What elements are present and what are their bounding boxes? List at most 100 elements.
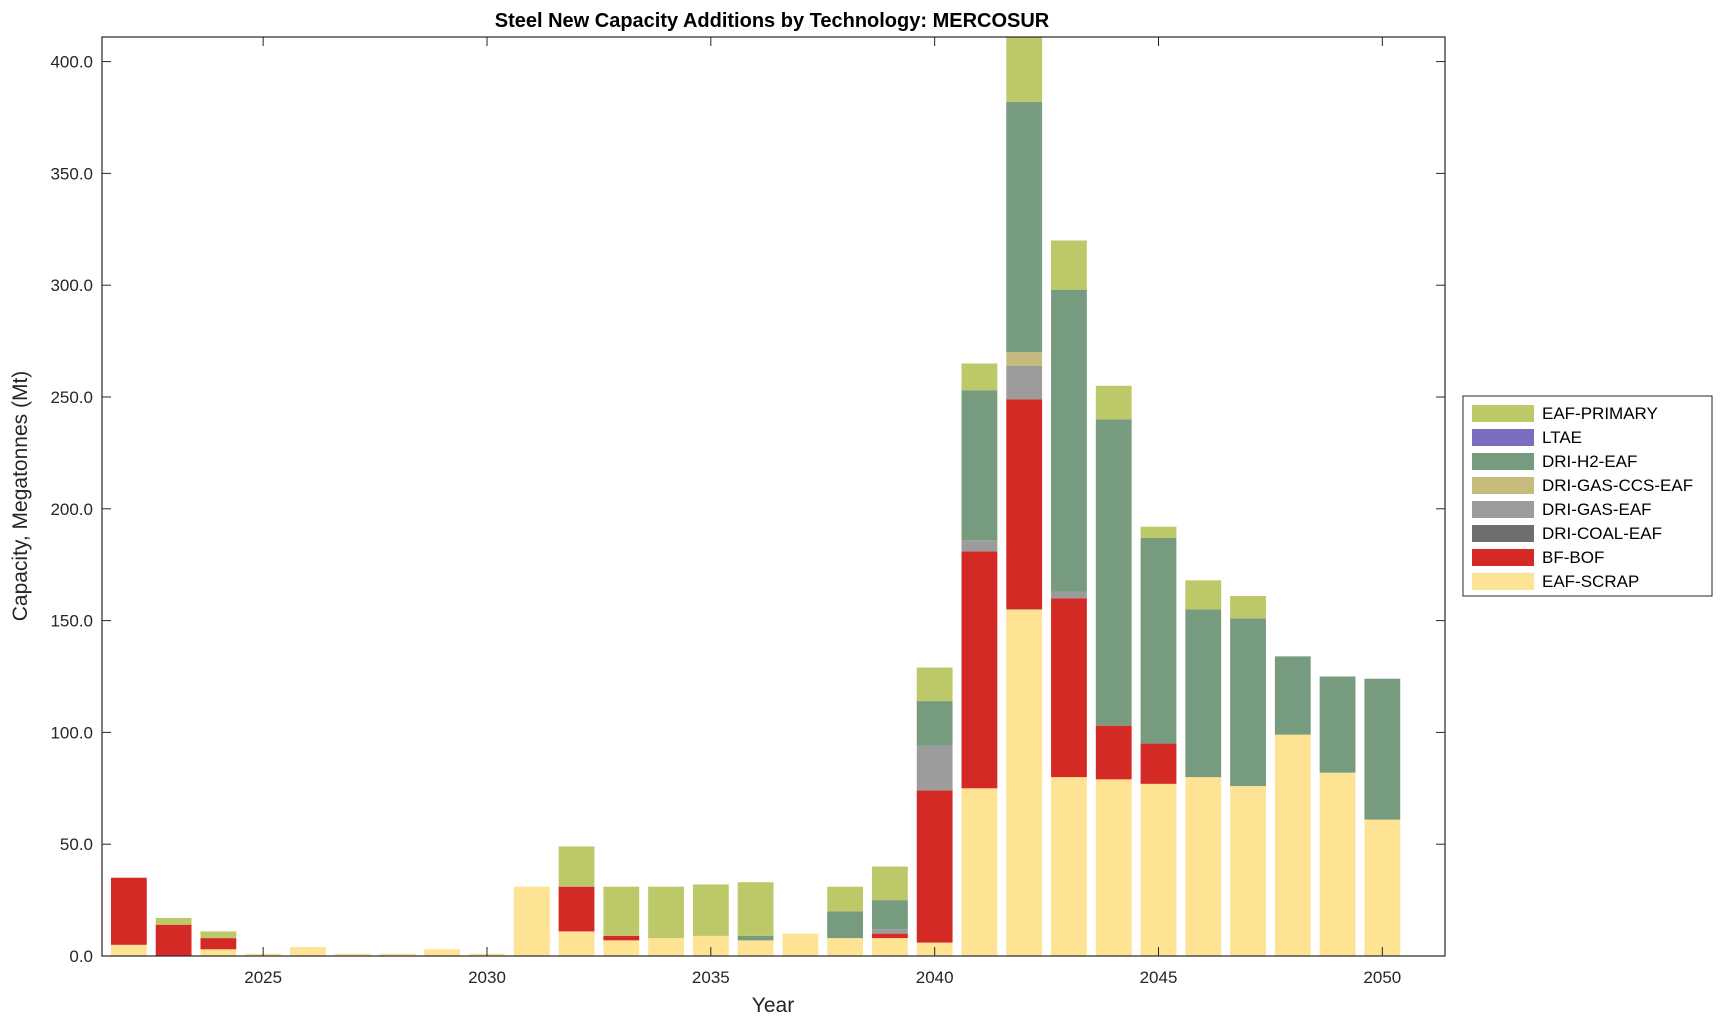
- bar-segment-eaf-scrap-2049: [1319, 772, 1356, 956]
- bar-segment-eaf-primary-2042: [1006, 37, 1043, 102]
- legend-label-eaf-scrap: EAF-SCRAP: [1542, 572, 1639, 591]
- x-axis-ticks: 2025 2030 2035 2040 2045 2050: [244, 37, 1401, 987]
- plot-area-frame: [101, 36, 1446, 957]
- bar-segment-dri-h2-eaf-2039: [871, 900, 908, 930]
- y-tick-label-300: 300.0: [50, 276, 93, 295]
- bar-segment-dri-h2-eaf-2038: [827, 911, 864, 939]
- bar-segment-eaf-scrap-2024: [200, 949, 237, 956]
- bar-segment-eaf-scrap-2027: [334, 953, 371, 956]
- legend-swatch-ltae: [1472, 429, 1534, 446]
- legend-swatch-dri-h2-eaf: [1472, 453, 1534, 470]
- bar-segment-dri-h2-eaf-2049: [1319, 676, 1356, 773]
- bar-segment-eaf-primary-2041: [961, 363, 998, 391]
- x-tick-label-2050: 2050: [1363, 968, 1401, 987]
- x-tick-label-2040: 2040: [916, 968, 954, 987]
- bar-segment-eaf-scrap-2031: [513, 886, 550, 956]
- bar-segment-bf-bof-2042: [1006, 399, 1043, 610]
- legend-swatch-dri-gas-eaf: [1472, 501, 1534, 518]
- legend-label-bf-bof: BF-BOF: [1542, 548, 1604, 567]
- legend: EAF-PRIMARY LTAE DRI-H2-EAF DRI-GAS-CCS-EAF…: [1462, 395, 1713, 597]
- y-tick-label-350: 350.0: [50, 164, 93, 183]
- bar-segment-bf-bof-2022: [110, 877, 147, 945]
- legend-swatch-dri-gas-ccs-eaf: [1472, 477, 1534, 494]
- x-tick-label-2030: 2030: [468, 968, 506, 987]
- bar-segment-eaf-scrap-2039: [871, 938, 908, 956]
- bar-segment-eaf-primary-2032: [558, 846, 595, 887]
- bar-segment-eaf-primary-2038: [827, 886, 864, 912]
- bar-segment-eaf-scrap-2047: [1230, 786, 1266, 956]
- y-axis-ticks: 0.0 50.0 100.0 150.0 200.0 250.0 300.0 350.0 400…: [50, 53, 1445, 966]
- bar-segment-dri-gas-eaf-2041: [961, 540, 998, 552]
- bars-group: [110, 37, 1401, 956]
- bar-segment-eaf-scrap-2033: [603, 940, 640, 956]
- bar-segment-eaf-scrap-2036: [737, 940, 774, 956]
- bar-segment-dri-h2-eaf-2045: [1140, 537, 1177, 744]
- y-axis-label: Capacity, Megatonnes (Mt): [9, 371, 32, 622]
- bar-segment-dri-h2-eaf-2041: [961, 390, 998, 541]
- bar-segment-eaf-scrap-2041: [961, 788, 998, 956]
- bar-segment-eaf-scrap-2022: [110, 944, 147, 956]
- y-tick-label-200: 200.0: [50, 500, 93, 519]
- bar-segment-eaf-primary-2035: [692, 884, 729, 936]
- legend-swatch-eaf-scrap: [1472, 573, 1534, 590]
- x-tick-label-2045: 2045: [1140, 968, 1178, 987]
- bar-segment-eaf-scrap-2048: [1274, 734, 1311, 956]
- legend-label-ltae: LTAE: [1542, 428, 1582, 447]
- chart-title: Steel New Capacity Additions by Technolo…: [495, 10, 1050, 32]
- y-tick-label-100: 100.0: [50, 723, 93, 742]
- bar-segment-dri-h2-eaf-2047: [1230, 618, 1266, 787]
- bar-segment-bf-bof-2024: [200, 938, 237, 950]
- bar-segment-dri-h2-eaf-2050: [1364, 678, 1401, 820]
- y-tick-label-50: 50.0: [60, 835, 93, 854]
- bar-segment-bf-bof-2040: [916, 790, 953, 943]
- legend-label-eaf-primary: EAF-PRIMARY: [1542, 404, 1658, 423]
- bar-segment-eaf-scrap-2035: [692, 935, 729, 956]
- x-tick-label-2035: 2035: [692, 968, 730, 987]
- bar-segment-eaf-primary-2036: [737, 882, 774, 936]
- y-tick-label-400: 400.0: [50, 53, 93, 72]
- y-tick-label-250: 250.0: [50, 388, 93, 407]
- bar-segment-bf-bof-2023: [155, 924, 192, 956]
- bar-segment-eaf-primary-2046: [1185, 580, 1222, 610]
- bar-segment-eaf-primary-2033: [603, 886, 640, 936]
- bar-segment-eaf-primary-2045: [1140, 526, 1177, 538]
- bar-segment-eaf-scrap-2029: [424, 949, 461, 956]
- bar-segment-dri-h2-eaf-2048: [1274, 656, 1311, 735]
- bar-segment-eaf-scrap-2043: [1051, 777, 1087, 956]
- y-tick-label-150: 150.0: [50, 612, 93, 631]
- legend-swatch-eaf-primary: [1472, 405, 1534, 422]
- bar-segment-bf-bof-2043: [1051, 598, 1087, 778]
- bar-segment-bf-bof-2041: [961, 551, 998, 789]
- bar-segment-eaf-scrap-2038: [827, 938, 864, 956]
- bar-segment-eaf-scrap-2042: [1006, 609, 1043, 956]
- bar-segment-eaf-primary-2039: [871, 866, 908, 901]
- bar-segment-eaf-scrap-2034: [648, 938, 684, 956]
- bar-segment-bf-bof-2032: [558, 886, 595, 932]
- bar-segment-eaf-scrap-2050: [1364, 819, 1401, 956]
- bar-segment-bf-bof-2044: [1095, 725, 1132, 780]
- bar-segment-eaf-scrap-2045: [1140, 783, 1177, 956]
- bar-segment-bf-bof-2039: [871, 933, 908, 939]
- bar-segment-dri-h2-eaf-2046: [1185, 609, 1222, 778]
- legend-swatch-dri-coal-eaf: [1472, 525, 1534, 542]
- bar-segment-dri-h2-eaf-2042: [1006, 101, 1043, 353]
- bar-segment-bf-bof-2045: [1140, 743, 1177, 784]
- bar-segment-eaf-primary-2044: [1095, 385, 1132, 420]
- x-tick-label-2025: 2025: [244, 968, 282, 987]
- bar-segment-dri-gas-eaf-2043: [1051, 591, 1087, 599]
- legend-label-dri-gas-ccs-eaf: DRI-GAS-CCS-EAF: [1542, 476, 1693, 495]
- bar-segment-dri-h2-eaf-2043: [1051, 289, 1087, 592]
- bar-segment-eaf-primary-2023: [155, 917, 192, 925]
- legend-label-dri-gas-eaf: DRI-GAS-EAF: [1542, 500, 1652, 519]
- bar-segment-eaf-scrap-2037: [782, 933, 819, 956]
- bar-segment-dri-h2-eaf-2036: [737, 935, 774, 941]
- y-tick-label-0: 0.0: [69, 947, 93, 966]
- bar-segment-eaf-scrap-2026: [290, 947, 326, 956]
- bar-segment-eaf-primary-2040: [916, 667, 953, 702]
- bar-segment-dri-h2-eaf-2040: [916, 701, 953, 746]
- legend-label-dri-h2-eaf: DRI-H2-EAF: [1542, 452, 1637, 471]
- bar-segment-eaf-primary-2043: [1051, 240, 1087, 290]
- bar-segment-eaf-primary-2047: [1230, 596, 1266, 619]
